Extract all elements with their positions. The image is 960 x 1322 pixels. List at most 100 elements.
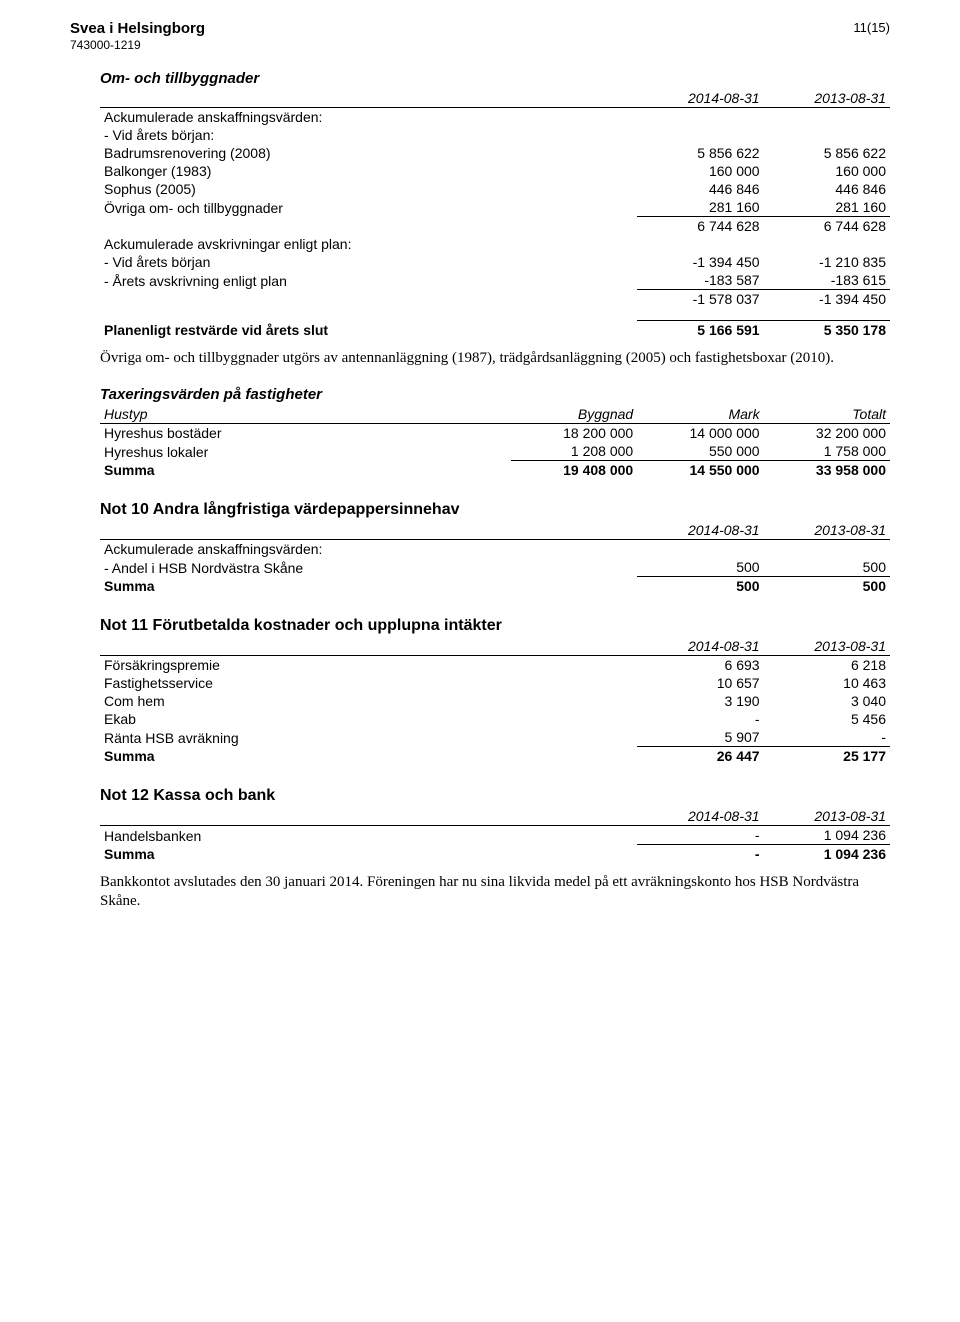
col-header-hustyp: Hustyp	[100, 405, 511, 424]
summa-label: Summa	[100, 461, 511, 480]
row-value: -	[637, 710, 763, 728]
col-header-date: 2014-08-31	[637, 89, 763, 108]
table-row: - Vid årets början -1 394 450 -1 210 835	[100, 253, 890, 271]
planenligt-value: 5 350 178	[764, 321, 890, 340]
org-number: 743000-1219	[70, 38, 205, 52]
row-label: Ekab	[100, 710, 511, 728]
table-not12: 2014-08-31 2013-08-31 Handelsbanken - 1 …	[100, 807, 890, 863]
row-label: - Andel i HSB Nordvästra Skåne	[100, 558, 511, 577]
subtotal-value: 6 744 628	[764, 217, 890, 236]
note-title-12: Not 12 Kassa och bank	[100, 787, 890, 805]
summa-label: Summa	[100, 747, 511, 766]
row-label: Hyreshus lokaler	[100, 442, 511, 461]
col-header-byggnad: Byggnad	[511, 405, 637, 424]
subtotal-row: 6 744 628 6 744 628	[100, 217, 890, 236]
planenligt-value: 5 166 591	[637, 321, 763, 340]
summa-value: 1 094 236	[764, 845, 890, 864]
ack-avskr-label: Ackumulerade avskrivningar enligt plan:	[100, 235, 890, 253]
row-label: Övriga om- och tillbyggnader	[100, 198, 511, 217]
col-header-date: 2013-08-31	[764, 521, 890, 540]
table-row: Ackumulerade avskrivningar enligt plan:	[100, 235, 890, 253]
col-header-date: 2013-08-31	[764, 89, 890, 108]
row-value: 1 758 000	[764, 442, 890, 461]
table-row: - Vid årets början:	[100, 126, 890, 144]
table-row: - Årets avskrivning enligt plan -183 587…	[100, 271, 890, 290]
summa-value: 33 958 000	[764, 461, 890, 480]
om-tillbyggnader-paragraph: Övriga om- och tillbyggnader utgörs av a…	[100, 349, 890, 368]
row-value: 446 846	[764, 180, 890, 198]
row-value: 1 208 000	[511, 442, 637, 461]
row-value: 10 463	[764, 674, 890, 692]
note-title-11: Not 11 Förutbetalda kostnader och upplup…	[100, 617, 890, 635]
table-row: Handelsbanken - 1 094 236	[100, 826, 890, 845]
summa-row: Summa 500 500	[100, 577, 890, 596]
table-row: Ackumulerade anskaffningsvärden:	[100, 108, 890, 127]
col-header-totalt: Totalt	[764, 405, 890, 424]
table-om-tillbyggnader: 2014-08-31 2013-08-31 Ackumulerade anska…	[100, 89, 890, 339]
ack-anskaff-label: Ackumulerade anskaffningsvärden:	[100, 108, 890, 127]
row-label: Handelsbanken	[100, 826, 511, 845]
row-value: 446 846	[637, 180, 763, 198]
summa-value: 19 408 000	[511, 461, 637, 480]
row-label: Sophus (2005)	[100, 180, 511, 198]
row-value: 160 000	[637, 162, 763, 180]
page-number: 11(15)	[853, 20, 890, 35]
table-not10: 2014-08-31 2013-08-31 Ackumulerade anska…	[100, 521, 890, 595]
table-header-row: 2014-08-31 2013-08-31	[100, 521, 890, 540]
summa-value: 26 447	[637, 747, 763, 766]
table-row: Sophus (2005) 446 846 446 846	[100, 180, 890, 198]
summa-value: 500	[764, 577, 890, 596]
row-value: 10 657	[637, 674, 763, 692]
not12-paragraph: Bankkontot avslutades den 30 januari 201…	[100, 873, 890, 911]
row-label: Com hem	[100, 692, 511, 710]
table-row: Com hem 3 190 3 040	[100, 692, 890, 710]
col-header-date: 2014-08-31	[637, 637, 763, 656]
row-value: 500	[764, 558, 890, 577]
col-header-date: 2013-08-31	[764, 637, 890, 656]
row-value: 14 000 000	[637, 424, 763, 443]
subtotal-value: 6 744 628	[637, 217, 763, 236]
row-value: -	[637, 826, 763, 845]
table-header-row: Hustyp Byggnad Mark Totalt	[100, 405, 890, 424]
row-value: 281 160	[637, 198, 763, 217]
table-header-row: 2014-08-31 2013-08-31	[100, 89, 890, 108]
table-row: Försäkringspremie 6 693 6 218	[100, 656, 890, 675]
row-label: Balkonger (1983)	[100, 162, 511, 180]
table-taxering: Hustyp Byggnad Mark Totalt Hyreshus bost…	[100, 405, 890, 479]
table-row: Övriga om- och tillbyggnader 281 160 281…	[100, 198, 890, 217]
table-row: Hyreshus bostäder 18 200 000 14 000 000 …	[100, 424, 890, 443]
table-row: Badrumsrenovering (2008) 5 856 622 5 856…	[100, 144, 890, 162]
row-label: Fastighetsservice	[100, 674, 511, 692]
table-row: Balkonger (1983) 160 000 160 000	[100, 162, 890, 180]
planenligt-label: Planenligt restvärde vid årets slut	[100, 321, 511, 340]
vid-arets-borjan-label: - Vid årets början:	[100, 126, 890, 144]
row-value: 6 693	[637, 656, 763, 675]
subtotal-value: -1 578 037	[637, 290, 763, 309]
row-label: - Vid årets början	[100, 253, 511, 271]
table-row: Ekab - 5 456	[100, 710, 890, 728]
row-value: 32 200 000	[764, 424, 890, 443]
summa-value: 14 550 000	[637, 461, 763, 480]
row-value: -183 587	[637, 271, 763, 290]
row-label: Ränta HSB avräkning	[100, 728, 511, 747]
row-value: 5 907	[637, 728, 763, 747]
table-row: - Andel i HSB Nordvästra Skåne 500 500	[100, 558, 890, 577]
summa-row: Summa 26 447 25 177	[100, 747, 890, 766]
ack-label: Ackumulerade anskaffningsvärden:	[100, 540, 890, 559]
row-label: Badrumsrenovering (2008)	[100, 144, 511, 162]
table-row: Ackumulerade anskaffningsvärden:	[100, 540, 890, 559]
summa-value: -	[637, 845, 763, 864]
note-title-10: Not 10 Andra långfristiga värdepappersin…	[100, 501, 890, 519]
company-name: Svea i Helsingborg	[70, 20, 205, 38]
row-label: - Årets avskrivning enligt plan	[100, 271, 511, 290]
col-header-mark: Mark	[637, 405, 763, 424]
subtotal-value: -1 394 450	[764, 290, 890, 309]
summa-value: 500	[637, 577, 763, 596]
row-value: 5 856 622	[637, 144, 763, 162]
table-not11: 2014-08-31 2013-08-31 Försäkringspremie …	[100, 637, 890, 765]
row-value: 5 456	[764, 710, 890, 728]
row-value: -183 615	[764, 271, 890, 290]
table-row: Ränta HSB avräkning 5 907 -	[100, 728, 890, 747]
row-label: Hyreshus bostäder	[100, 424, 511, 443]
row-value: 1 094 236	[764, 826, 890, 845]
